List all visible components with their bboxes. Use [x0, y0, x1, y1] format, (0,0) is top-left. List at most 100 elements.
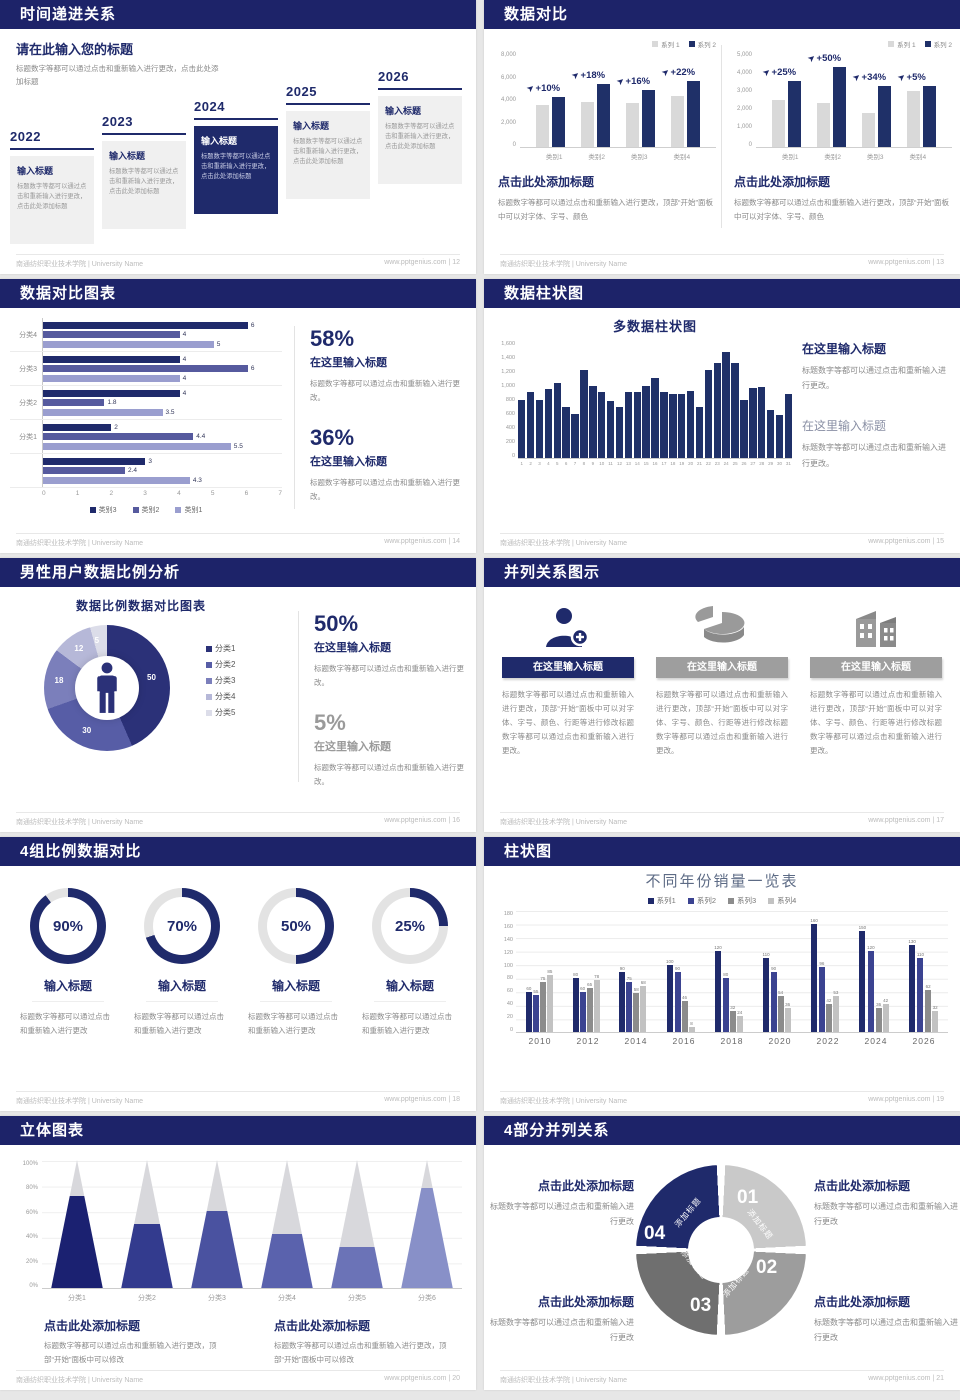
- bar: [775, 414, 784, 458]
- chart-title: 数据比例数据对比图表: [75, 599, 206, 613]
- group-bars: 4 6 4: [42, 352, 282, 385]
- annotation-label: +10%: [535, 83, 561, 95]
- x-tick-label: 20: [688, 461, 694, 466]
- segmented-ring-diagram: 01 添加标题 02 添加标题 03 添加标题 04 添加标题: [636, 1165, 806, 1335]
- bar: [766, 409, 775, 458]
- y-tick-label: 4,000: [736, 70, 752, 76]
- slide-body: 请在此输入您的标题 标题数字等都可以通过点击和重新输入进行更改，点击此处添加标题…: [0, 29, 476, 248]
- x-tick-label: 2024: [864, 1036, 888, 1046]
- bar-wrap: 60: [579, 911, 586, 1032]
- bar: [859, 931, 866, 1032]
- category-label: 分类1: [19, 433, 37, 441]
- slide-17-parallel-relationship[interactable]: 并列关系图示 在这里输入标题 标题数字等都可以通过点击和重新输入进行更改: [484, 558, 960, 832]
- slide-13-data-comparison[interactable]: 数据对比 系列 1 系列 2 8,000 6,000 4,000 2,000 0 ➤ +10% ➤…: [484, 0, 960, 274]
- x-tick-label: 1: [75, 490, 80, 497]
- slide-19-column-chart[interactable]: 柱状图 不同年份销量一览表 系列1 系列2 系列3 系列4 180 160 140 120 1…: [484, 837, 960, 1111]
- bar-wrap: 90: [674, 911, 681, 1032]
- bar: [740, 399, 748, 458]
- slide-header: 立体图表: [0, 1116, 476, 1145]
- footer-right: www.pptgenius.com | 12: [384, 259, 460, 269]
- footer-site: www.pptgenius.com: [868, 1375, 931, 1382]
- legend-label: 系列 2: [933, 42, 952, 49]
- timeline-box-body: 标题数字等都可以通过点击和重新输入进行更改，点击此处添加标题: [109, 168, 179, 196]
- x-tick-label: 14: [634, 461, 640, 466]
- right-chart-panel: 系列 1 系列 2 5,000 4,000 3,000 2,000 1,000 0 ➤ +25% ➤…: [730, 39, 952, 224]
- group-bars: 3 2.4 4.3: [42, 454, 282, 487]
- value-label: 100: [666, 958, 674, 964]
- bar: [875, 1007, 882, 1032]
- stat-body: 标题数字等都可以通过点击和重新输入进行更改。: [310, 477, 460, 501]
- y-axis: 180 160 140 120 100 80 60 40 20 0: [496, 911, 516, 1033]
- donut-gauge: 70%: [144, 888, 220, 964]
- left-chart-panel: 系列 1 系列 2 8,000 6,000 4,000 2,000 0 ➤ +10% ➤ +18% ➤…: [494, 39, 716, 224]
- block-body: 标题数字等都可以通过点击和重新输入进行更改，顶部“开始”面板中可以修改: [274, 1341, 447, 1364]
- legend-item: 系列1: [647, 895, 676, 906]
- bar-line: 4.4: [43, 433, 282, 440]
- x-tick-label: 7: [573, 461, 577, 466]
- footer-left: 南通纺织职业技术学院 | University Name: [500, 1377, 628, 1384]
- bar: [546, 974, 553, 1032]
- slide-footer: 南通纺织职业技术学院 | University Name www.pptgeni…: [16, 1091, 460, 1106]
- gauge-title: 输入标题: [271, 979, 320, 993]
- slide-footer: 南通纺织职业技术学院 | University Name www.pptgeni…: [16, 1370, 460, 1385]
- grouped-bar-chart: 不同年份销量一览表 系列1 系列2 系列3 系列4 180 160 140 120 100 80…: [496, 870, 948, 1083]
- slide-15-data-column-chart[interactable]: 数据柱状图 多数据柱状图 1,600 1,400 1,200 1,000 800 600 4…: [484, 279, 960, 553]
- value-label: 68: [640, 980, 646, 986]
- bar: [932, 1010, 939, 1032]
- x-tick-label: 类别4: [909, 154, 927, 161]
- legend-item: 系列 1: [652, 39, 680, 49]
- bar: [43, 442, 231, 450]
- bar: [544, 388, 553, 458]
- y-tick-label: 40: [506, 1001, 513, 1008]
- bar-wrap: 8: [688, 911, 695, 1032]
- slide-16-male-user-ratio[interactable]: 男性用户数据比例分析 数据比例数据对比图表 50 30 18 12 5 分类1 分类2 分类…: [0, 558, 476, 832]
- slide-18-four-ratio-comparison[interactable]: 4组比例数据对比 90% 输入标题 标题数字等都可以通过点击和重新输入进行更改 70%…: [0, 837, 476, 1111]
- bar: [526, 392, 535, 458]
- bar-wrap: 85: [546, 911, 553, 1032]
- footer-separator: |: [932, 259, 935, 266]
- page-number: 20: [452, 1375, 460, 1382]
- bar-series2: [642, 90, 655, 147]
- slide-21-four-part-relationship[interactable]: 4部分并列关系 01 添加标题 02 添加标题 03 添加标题 04 添加标题 点击此处添加标…: [484, 1116, 960, 1390]
- x-tick-label: 7: [278, 490, 282, 497]
- legend-swatch: [206, 677, 212, 684]
- category-label: 分类3: [19, 365, 37, 373]
- corner-block: 点击此处添加标题 标题数字等都可以通过点击和重新输入进行更改: [486, 1177, 634, 1230]
- bar: [882, 1003, 889, 1032]
- bar-line: 4: [43, 355, 282, 363]
- chart-legend: 系列1 系列2 系列3 系列4: [496, 895, 948, 906]
- slide-20-3d-chart[interactable]: 立体图表 100% 80% 60% 40% 20% 0% 分类1 分类2 分类3 分类4 分类5 分…: [0, 1116, 476, 1390]
- x-tick-label: 类别2: [824, 154, 842, 161]
- bar: [525, 991, 532, 1032]
- bar: [825, 1003, 832, 1032]
- bar-group: ➤ +10%: [524, 52, 565, 147]
- x-axis: 1 2 3 4 5 6 7 8 9 10 11 12 13 14 15 16 17 18 19 20 21 22 23 24 2…: [518, 461, 792, 466]
- bar: [532, 995, 539, 1032]
- legend-swatch: [206, 693, 212, 700]
- footer-separator: |: [932, 1375, 935, 1382]
- block-title: 点击此处添加标题: [814, 1179, 911, 1193]
- bar: [909, 944, 916, 1032]
- bar-line: 3: [43, 457, 282, 465]
- timeline-year: 2022: [10, 129, 94, 150]
- x-tick-label: 24: [723, 461, 729, 466]
- bar: [704, 370, 713, 458]
- column-title: 在这里输入标题: [656, 657, 788, 678]
- x-tick-label: 分类2: [138, 1295, 156, 1302]
- panel-body: 标题数字等都可以通过点击和重新输入进行更改，顶部“开始”面板中可以对字体、字号、…: [498, 198, 713, 221]
- legend-item: 系列 2: [688, 39, 716, 49]
- bar-series1: [907, 90, 920, 147]
- value-label: 24: [737, 1009, 743, 1015]
- growth-annotation: ➤ +18%: [569, 69, 605, 82]
- corner-block: 点击此处添加标题 标题数字等都可以通过点击和重新输入进行更改: [486, 1293, 634, 1346]
- bar: [553, 383, 561, 458]
- slide-12-time-progression[interactable]: 时间递进关系 请在此输入您的标题 标题数字等都可以通过点击和重新输入进行更改，点…: [0, 0, 476, 274]
- corner-block: 点击此处添加标题 标题数字等都可以通过点击和重新输入进行更改: [814, 1293, 960, 1346]
- value-label: 110: [762, 952, 770, 958]
- y-tick-label: 80: [506, 975, 513, 982]
- bar-wrap: 90: [619, 911, 626, 1032]
- page-number: 14: [452, 538, 460, 545]
- bar-wrap: 160: [810, 911, 818, 1032]
- slide-14-comparison-bar-chart[interactable]: 数据对比图表 分类4 6 4 5 分类3 4 6 4 分类2 4 1.8 3.5 分类1 2 4.4 5.5 3…: [0, 279, 476, 553]
- bar: [43, 389, 180, 397]
